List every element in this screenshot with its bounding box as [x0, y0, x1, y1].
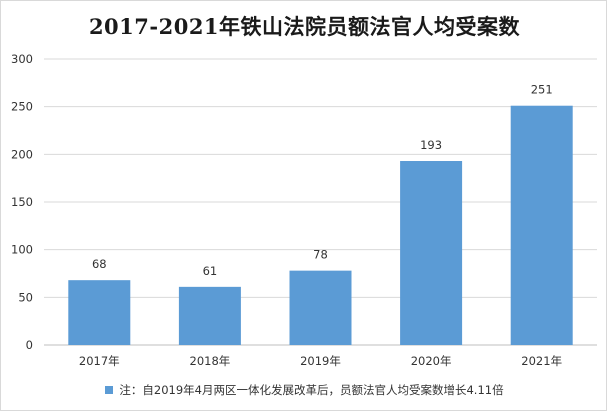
chart-title: 2017-2021年铁山法院员额法官人均受案数 — [88, 14, 521, 39]
bar — [510, 105, 573, 345]
bar — [178, 286, 241, 345]
x-category-label: 2019年 — [300, 354, 341, 368]
data-labels: 68 61 78 193 251 — [92, 83, 553, 278]
y-tick-label: 150 — [11, 195, 33, 209]
bars — [68, 105, 573, 345]
bar — [68, 280, 131, 345]
x-category-label: 2017年 — [79, 354, 120, 368]
data-label: 78 — [313, 248, 328, 262]
y-tick-label: 300 — [11, 52, 33, 66]
data-label: 68 — [92, 257, 107, 271]
x-category-label: 2020年 — [411, 354, 452, 368]
data-label: 193 — [420, 138, 442, 152]
y-axis-ticks: 0 50 100 150 200 250 300 — [11, 52, 33, 352]
legend: 注：自2019年4月两区一体化发展改革后，员额法官人均受案数增长4.11倍 — [1, 382, 607, 398]
legend-swatch — [105, 386, 114, 394]
y-tick-label: 0 — [26, 338, 33, 352]
data-label: 251 — [531, 83, 553, 97]
data-label: 61 — [203, 264, 218, 278]
x-axis-categories: 2017年 2018年 2019年 2020年 2021年 — [79, 354, 562, 368]
y-tick-label: 250 — [11, 100, 33, 114]
x-category-label: 2021年 — [521, 354, 562, 368]
y-tick-label: 50 — [18, 290, 33, 304]
bar — [400, 161, 463, 345]
y-tick-label: 100 — [11, 243, 33, 257]
legend-label: 注：自2019年4月两区一体化发展改革后，员额法官人均受案数增长4.11倍 — [119, 383, 504, 397]
bar — [289, 270, 352, 345]
y-tick-label: 200 — [11, 147, 33, 161]
x-category-label: 2018年 — [190, 354, 231, 368]
